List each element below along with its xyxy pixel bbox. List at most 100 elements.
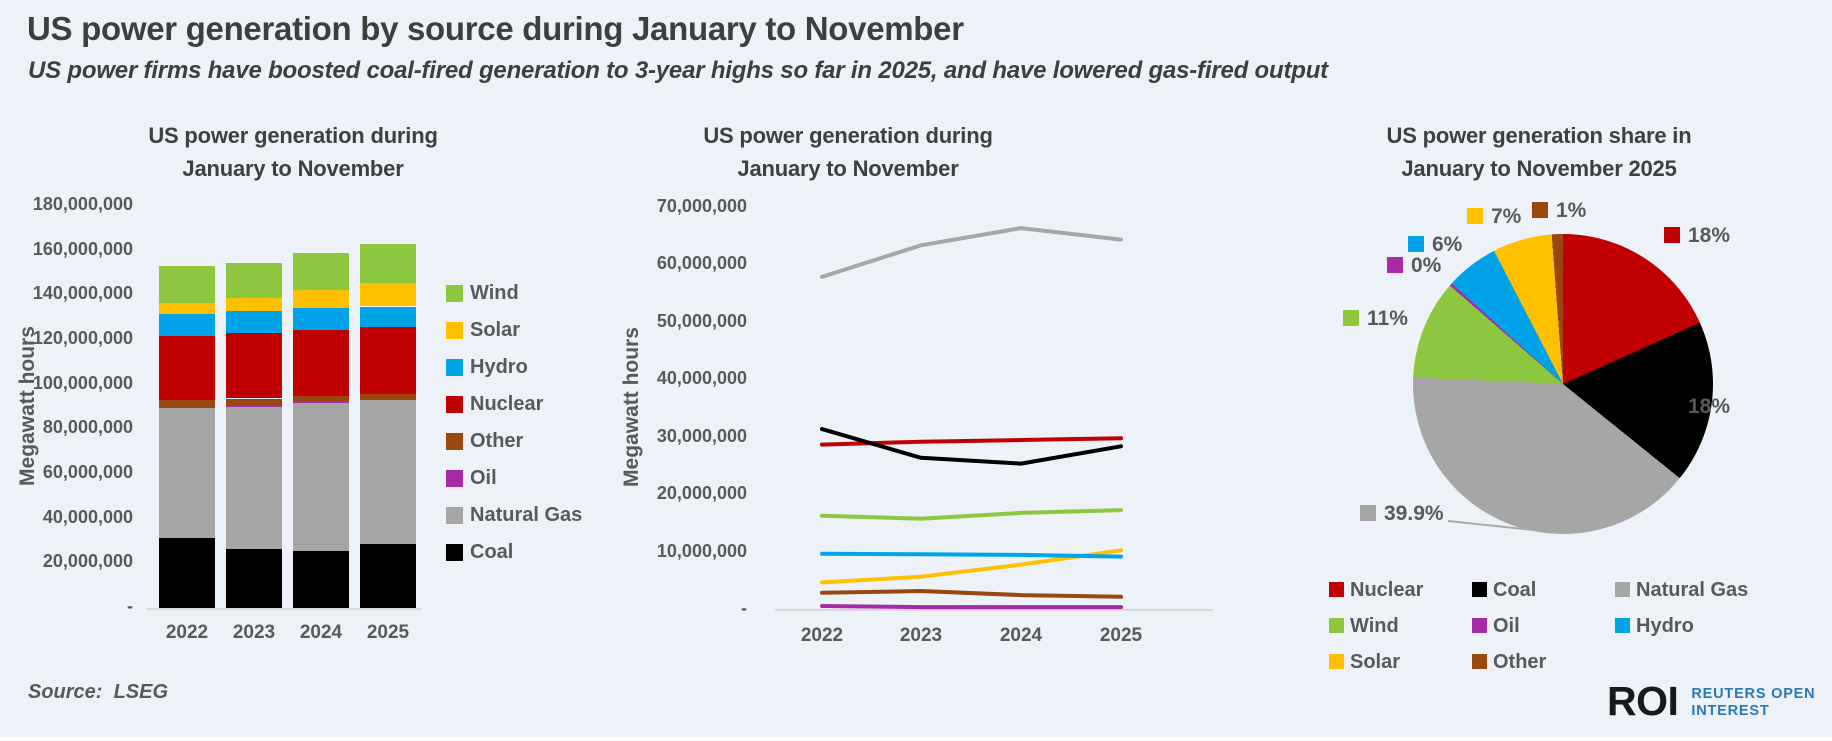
- pie-label-solar: 7%: [1491, 205, 1522, 228]
- roi-logo-mark: ROI: [1607, 678, 1679, 724]
- bar-segment-oil-2023: [226, 405, 282, 407]
- bar-segment-solar-2024: [293, 290, 349, 309]
- bar-xlabel-2022: 2022: [165, 622, 209, 643]
- legend-swatch-oil: [446, 470, 463, 487]
- pie-legend-label-nuclear: Nuclear: [1350, 579, 1424, 601]
- bottom-white-strip: [0, 737, 1832, 741]
- line-chart-plot: [775, 226, 1213, 611]
- pie-legend-label-natural-gas: Natural Gas: [1636, 579, 1749, 601]
- roi-logo: ROI REUTERS OPEN INTEREST: [1607, 678, 1816, 724]
- bar-segment-nuclear-2023: [226, 333, 282, 399]
- line-ytick-40: 40,000,000: [656, 368, 747, 389]
- line-chart-title: US power generation during January to No…: [668, 119, 1028, 185]
- line-xlabel-2025: 2025: [1099, 625, 1143, 646]
- line-series-natural-gas: [820, 226, 1123, 279]
- pie-label-swatch-natural-gas: [1360, 505, 1376, 521]
- pie-legend-swatch-wind: [1329, 618, 1344, 633]
- bar-ytick-40: 40,000,000: [42, 506, 133, 527]
- bar-segment-natural-gas-2024: [293, 402, 349, 552]
- bar-segment-hydro-2024: [293, 308, 349, 330]
- bar-segment-nuclear-2025: [360, 327, 416, 395]
- bar-segment-other-2022: [159, 399, 215, 407]
- pie-label-hydro: 6%: [1432, 233, 1463, 256]
- bar-segment-other-2025: [360, 394, 416, 400]
- bar-segment-other-2024: [293, 395, 349, 402]
- line-ytick-60: 60,000,000: [656, 253, 747, 274]
- bar-chart-title: US power generation during January to No…: [113, 119, 473, 185]
- bar-ytick-140: 140,000,000: [32, 283, 133, 304]
- legend-swatch-solar: [446, 322, 463, 339]
- bar-segment-wind-2024: [293, 252, 349, 291]
- legend-label-oil: Oil: [470, 467, 497, 489]
- line-series-wind: [820, 508, 1123, 521]
- bar-ytick-120: 120,000,000: [32, 328, 133, 348]
- bar-segment-coal-2025: [360, 544, 416, 608]
- pie-legend-label-other: Other: [1493, 651, 1547, 673]
- pie-legend-swatch-hydro: [1615, 618, 1630, 633]
- pie-legend-label-hydro: Hydro: [1636, 615, 1694, 637]
- legend-label-solar: Solar: [470, 319, 521, 341]
- pie-label-swatch-solar: [1467, 208, 1483, 224]
- bar-segment-wind-2023: [226, 262, 282, 299]
- page-title: US power generation by source during Jan…: [27, 10, 964, 47]
- bar-segment-solar-2025: [360, 283, 416, 307]
- legend-label-natural-gas: Natural Gas: [470, 504, 583, 526]
- pie-label-nuclear: 18%: [1688, 224, 1731, 247]
- legend-swatch-hydro: [446, 359, 463, 376]
- line-series-hydro: [820, 551, 1123, 559]
- bar-segment-solar-2023: [226, 298, 282, 312]
- bar-segment-coal-2022: [159, 537, 215, 608]
- pie-legend-swatch-solar: [1329, 654, 1344, 669]
- bar-segment-wind-2025: [360, 244, 416, 284]
- line-chart-title-line1: US power generation during: [703, 123, 993, 148]
- bar-ytick-20: 20,000,000: [42, 551, 133, 572]
- bar-y-axis-label: Megawatt hours: [16, 326, 39, 486]
- legend-label-nuclear: Nuclear: [470, 393, 544, 415]
- pie-legend-swatch-nuclear: [1329, 582, 1344, 597]
- bar-xlabel-2024: 2024: [299, 622, 343, 643]
- line-series-oil: [820, 604, 1123, 610]
- pie-label-swatch-hydro: [1408, 236, 1424, 252]
- source-note: Source: LSEG: [28, 681, 169, 703]
- pie-chart-title-line2: January to November 2025: [1401, 156, 1677, 181]
- line-y-axis-label: Megawatt hours: [620, 327, 643, 487]
- pie-chart-title-line1: US power generation share in: [1386, 123, 1692, 148]
- bar-ytick-80: 80,000,000: [42, 417, 133, 438]
- bar-segment-hydro-2023: [226, 311, 282, 334]
- pie-label-swatch-wind: [1343, 310, 1359, 326]
- pie-legend-swatch-other: [1472, 654, 1487, 669]
- pie-legend-label-solar: Solar: [1350, 651, 1401, 673]
- bar-segment-solar-2022: [159, 302, 215, 314]
- pie-legend-label-oil: Oil: [1493, 615, 1520, 637]
- line-ytick-0: -: [741, 598, 747, 618]
- pie-label-natural-gas: 39.9%: [1384, 502, 1444, 525]
- pie-legend-swatch-natural-gas: [1615, 582, 1630, 597]
- bar-ytick-100: 100,000,000: [32, 372, 133, 393]
- line-ytick-20: 20,000,000: [656, 483, 747, 504]
- pie-label-other: 1%: [1556, 199, 1587, 222]
- bar-ytick-160: 160,000,000: [32, 238, 133, 259]
- pie-label-swatch-other: [1532, 202, 1548, 218]
- bar-segment-wind-2022: [159, 266, 215, 303]
- page-subtitle: US power firms have boosted coal-fired g…: [28, 57, 1328, 84]
- bar-segment-natural-gas-2022: [159, 408, 215, 538]
- bar-segment-oil-2022: [159, 406, 215, 409]
- pie-label-oil: 0%: [1411, 254, 1442, 277]
- bar-segment-natural-gas-2025: [360, 400, 416, 545]
- legend-swatch-wind: [446, 285, 463, 302]
- bar-chart-title-line1: US power generation during: [148, 123, 438, 148]
- line-ytick-10: 10,000,000: [656, 540, 747, 561]
- pie-label-swatch-nuclear: [1664, 227, 1680, 243]
- line-series-other: [820, 589, 1123, 599]
- bar-segment-oil-2025: [360, 399, 416, 401]
- line-chart-title-line2: January to November: [737, 156, 959, 181]
- bar-axis-baseline: [147, 608, 421, 610]
- bar-segment-hydro-2025: [360, 306, 416, 328]
- bar-segment-natural-gas-2023: [226, 407, 282, 549]
- pie-circle: [1413, 234, 1713, 534]
- bar-segment-nuclear-2022: [159, 335, 215, 400]
- bar-segment-coal-2024: [293, 551, 349, 608]
- roi-logo-line1: REUTERS OPEN: [1691, 685, 1816, 702]
- roi-logo-line2: INTEREST: [1691, 702, 1770, 719]
- line-ytick-30: 30,000,000: [656, 425, 747, 446]
